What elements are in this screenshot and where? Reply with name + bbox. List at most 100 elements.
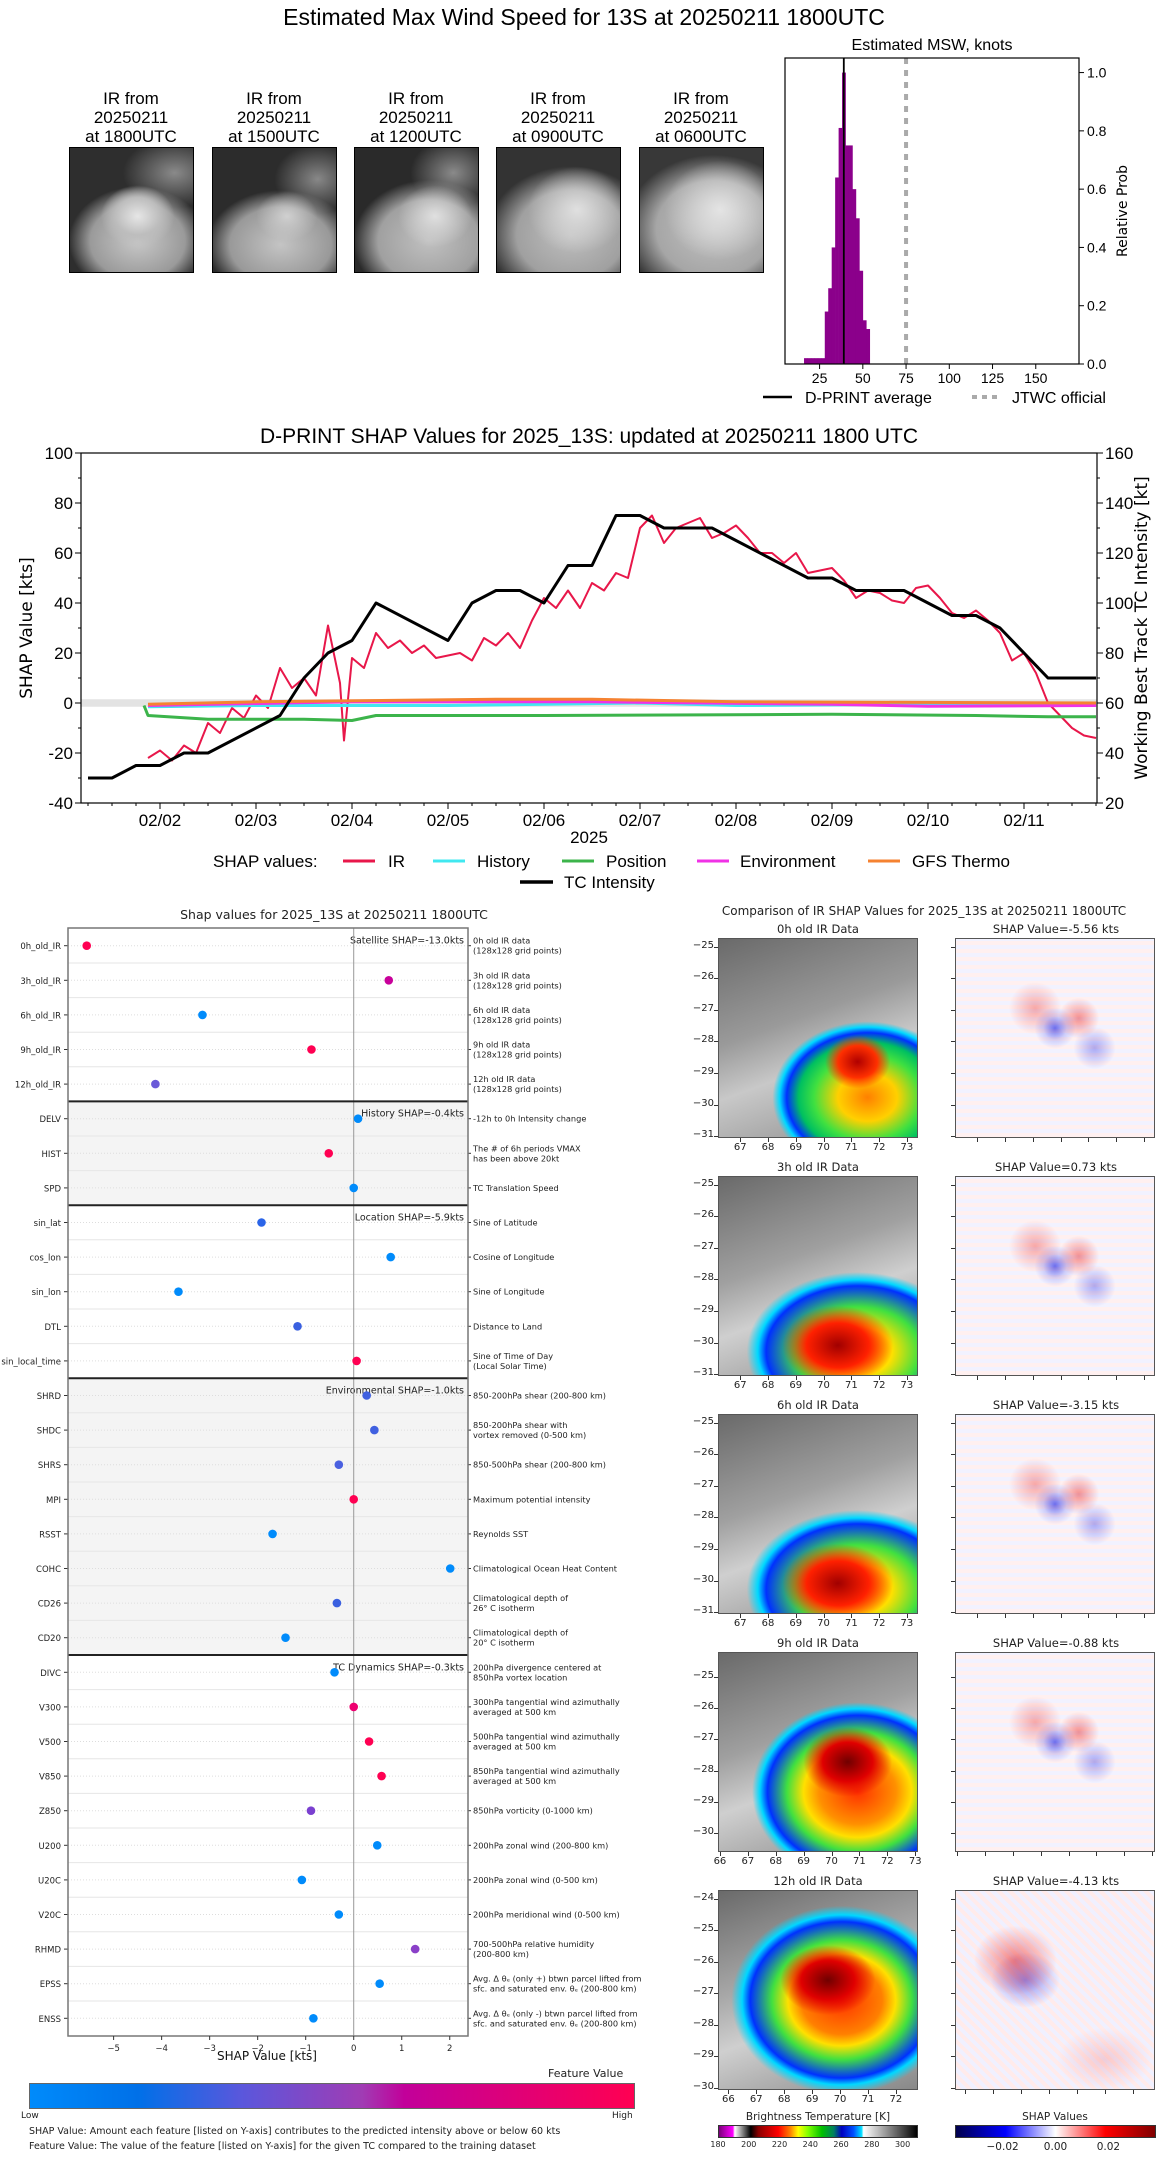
y-axis-label: SHAP Value [kts] — [17, 557, 37, 699]
x-axis-label: 2025 — [570, 828, 608, 847]
lon-tick-label: 70 — [825, 1856, 838, 1867]
lon-tick-label: 73 — [908, 1856, 922, 1867]
lat-tick-label: −31 — [692, 1367, 714, 1379]
feature-dot — [352, 1356, 361, 1366]
lat-tick — [714, 1961, 718, 1963]
y-right-tick-label: 140 — [1105, 494, 1133, 513]
shap-x-tick — [1005, 1138, 1006, 1142]
x-tick-label: 02/02 — [139, 811, 182, 830]
feature-description: 850-200hPa shear (200-800 km) — [473, 1391, 606, 1401]
feature-dot — [353, 1114, 363, 1123]
lat-tick — [714, 1454, 718, 1456]
ir-panel-title: 9h old IR Data — [777, 1636, 859, 1650]
shap-y-tick — [951, 1136, 955, 1138]
group-shap-total: Satellite SHAP=-13.0kts — [350, 936, 464, 947]
ir-image — [718, 938, 918, 1138]
series-line-position — [142, 704, 1096, 722]
legend-jtwc-label: JTWC official — [1012, 390, 1106, 407]
feature-description: (128x128 grid points) — [473, 980, 562, 990]
lon-tick-label: 71 — [861, 2094, 875, 2105]
shap-x-tick — [1012, 1852, 1014, 1856]
lon-tick-label: 72 — [872, 1142, 886, 1153]
lat-tick-label: −26 — [692, 1209, 714, 1221]
thumb-line: IR from — [388, 89, 444, 108]
shap-x-tick — [1077, 2090, 1079, 2094]
shap-panel-title: SHAP Value=0.73 kts — [994, 1160, 1118, 1174]
lat-tick — [714, 1739, 718, 1741]
y-tick-label: -20 — [48, 744, 73, 763]
feature-name-label: cos_lon — [29, 1254, 61, 1264]
feature-description: 850hPa vortex location — [473, 1672, 567, 1682]
feature-dot — [293, 1322, 302, 1331]
y-right-tick-label: 60 — [1105, 694, 1124, 713]
feature-value-colorbar — [29, 2083, 635, 2109]
legend-label: TC Intensity — [564, 873, 655, 892]
feature-description: 850-200hPa shear with — [473, 1420, 567, 1430]
feature-dot — [377, 1771, 386, 1781]
shap-x-tick — [1068, 1852, 1070, 1856]
thumb-line: IR from — [673, 89, 729, 108]
y-right-axis-label: Working Best Track TC Intensity [kt] — [1132, 476, 1152, 780]
feature-group: sin_lat Sine of Latitude cos_lon Cosine of … — [1, 1213, 554, 1371]
lon-tick-label: 72 — [872, 1618, 886, 1629]
msw-histogram: Estimated MSW, knots 25 50 75 100 125 150 0.0 0.… — [763, 37, 1131, 407]
feature-dot — [375, 1979, 384, 1988]
ir-comparison-title: Comparison of IR SHAP Values for 2025_13… — [721, 904, 1127, 918]
lat-tick — [714, 1422, 718, 1424]
histogram-bar — [821, 358, 826, 364]
shap-x-tick — [965, 2090, 967, 2094]
lat-tick — [714, 1247, 718, 1249]
y-tick-label: 0.8 — [1087, 123, 1107, 139]
feature-description: (128x128 grid points) — [473, 1084, 562, 1094]
lat-tick-label: −25 — [692, 1415, 714, 1427]
ir-panel-title: 12h old IR Data — [773, 1874, 863, 1888]
lat-tick — [714, 1216, 718, 1218]
x-tick-label: 2 — [447, 2044, 452, 2054]
feature-description: 3h old IR data — [473, 970, 530, 980]
feature-description: Climatological depth of — [473, 1628, 569, 1638]
shap-cbar-tick-label: −0.02 — [986, 2141, 1019, 2153]
lon-tick — [879, 1138, 881, 1142]
y-right-tick-label: 20 — [1105, 794, 1124, 813]
feature-dot — [257, 1218, 266, 1227]
lon-tick — [887, 1852, 889, 1856]
x-tick-label: 0 — [351, 2044, 356, 2054]
shap-y-tick — [951, 1708, 955, 1710]
feature-name-label: V300 — [39, 1703, 61, 1713]
series-line-ir — [147, 514, 1097, 762]
timeseries-frame — [80, 452, 1098, 804]
lat-tick-label: −24 — [692, 1891, 714, 1903]
lat-tick-label: −30 — [692, 2080, 714, 2092]
x-tick-label: 02/07 — [619, 811, 662, 830]
shap-map-image — [955, 938, 1155, 1138]
lon-tick — [895, 2090, 897, 2094]
lon-tick-label: 67 — [733, 1142, 747, 1153]
shap-cbar-tick-label: 0.00 — [1043, 2141, 1068, 2153]
shap-map-image — [955, 1176, 1155, 1376]
feature-name-label: SHRD — [37, 1392, 62, 1402]
lat-tick — [714, 1342, 718, 1344]
shap-y-tick — [951, 1898, 955, 1900]
ir-thumbnail-image — [354, 147, 479, 273]
feature-dot — [151, 1079, 160, 1089]
feature-name-label: sin_lat — [34, 1219, 62, 1229]
shap-x-tick — [956, 1852, 958, 1856]
ir-image — [718, 1890, 918, 2090]
feature-description: 9h old IR data — [473, 1040, 530, 1050]
lon-tick-label: 68 — [761, 1618, 775, 1629]
x-tick-label: 02/11 — [1003, 811, 1044, 830]
shap-y-tick — [951, 978, 955, 980]
bt-tick-label: 260 — [833, 2140, 849, 2149]
x-tick-label: 25 — [812, 370, 828, 386]
x-tick-label: 02/05 — [427, 811, 470, 830]
shap-x-tick — [1132, 2090, 1134, 2094]
lon-tick-label: 67 — [733, 1380, 747, 1391]
feature-name-label: MPI — [46, 1496, 61, 1506]
y-tick-label: 0.6 — [1087, 181, 1107, 197]
ir-panel-title: 3h old IR Data — [777, 1160, 859, 1174]
lat-tick — [714, 1136, 718, 1138]
lat-tick-label: −30 — [692, 1826, 714, 1838]
brightness-temperature-colorbar — [718, 2125, 918, 2138]
feature-name-label: U200 — [39, 1842, 61, 1852]
x-tick-label: −4 — [155, 2044, 168, 2054]
